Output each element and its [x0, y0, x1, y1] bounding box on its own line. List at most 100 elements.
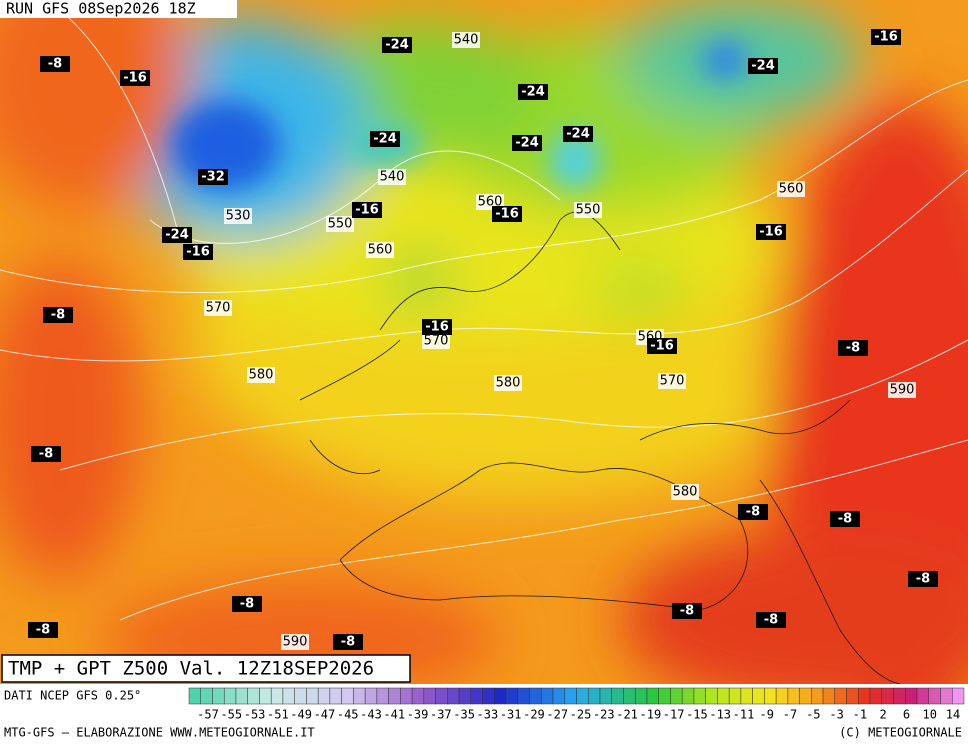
colorbar-swatch [599, 687, 612, 705]
temperature-label: -8 [764, 613, 778, 628]
temperature-box [352, 202, 382, 218]
footer-right: (C) METEOGIORNALE [839, 726, 962, 740]
colorbar: -57 -55 -53 -51 -49 -47 -45 -43 -41 -39 -37 -35 -33-… [188, 687, 965, 722]
temperature-box [748, 58, 778, 74]
colorbar-label: -21 [616, 708, 638, 722]
geopotential-label: 550 [576, 203, 601, 218]
colorbar-swatch [916, 687, 930, 705]
geopotential-label: 560 [779, 182, 804, 197]
colorbar-swatch [799, 687, 812, 705]
colorbar-swatch [764, 687, 777, 705]
colorbar-label: -1 [853, 708, 867, 722]
colorbar-label: -11 [733, 708, 755, 722]
colorbar-label: -7 [783, 708, 797, 722]
temperature-label: -8 [341, 635, 355, 650]
colorbar-swatch [223, 687, 237, 705]
geopotential-label: 560 [368, 243, 393, 258]
temperature-label: -8 [838, 512, 852, 527]
temperature-label: -8 [48, 57, 62, 72]
colorbar-swatch [341, 687, 354, 705]
temperature-box [28, 622, 58, 638]
colorbar-swatch [822, 687, 836, 705]
colorbar-swatch [670, 687, 683, 705]
colorbar-swatch [517, 687, 530, 705]
colorbar-label: -45 [337, 708, 359, 722]
colorbar-label: -29 [523, 708, 545, 722]
colorbar-swatch [200, 687, 213, 705]
geopotential-box [494, 375, 522, 391]
temperature-label: -24 [515, 136, 539, 151]
colorbar-swatch [728, 687, 742, 705]
footer-left: MTG-GFS — ELABORAZIONE WWW.METEOGIORNALE… [4, 726, 315, 740]
colorbar-swatch [811, 687, 824, 705]
colorbar-swatch [717, 687, 730, 705]
temperature-box [756, 612, 786, 628]
temperature-label: -8 [240, 597, 254, 612]
geopotential-label: 540 [454, 33, 479, 48]
geopotential-label: 540 [380, 170, 405, 185]
colorbar-label: -31 [500, 708, 522, 722]
colorbar-label: -53 [244, 708, 266, 722]
temperature-box [31, 446, 61, 462]
colorbar-label: -47 [314, 708, 336, 722]
colorbar-swatch [693, 687, 706, 705]
geopotential-box [452, 32, 480, 48]
colorbar-swatch [541, 687, 554, 705]
colorbar-swatch [634, 687, 648, 705]
colorbar-swatch [188, 687, 201, 705]
colorbar-swatch [940, 687, 953, 705]
geopotential-box [378, 169, 406, 185]
colorbar-swatch [928, 687, 941, 705]
colorbar-swatch [306, 687, 319, 705]
temperature-box [43, 307, 73, 323]
colorbar-label: -35 [453, 708, 475, 722]
geopotential-box [281, 634, 309, 650]
colorbar-swatch [705, 687, 718, 705]
colorbar-swatch [564, 687, 577, 705]
colorbar-swatch [893, 687, 906, 705]
colorbar-swatch [435, 687, 448, 705]
geopotential-box [671, 484, 699, 500]
colorbar-swatch [587, 687, 601, 705]
colorbar-label: -23 [593, 708, 615, 722]
temperature-label: -16 [650, 339, 674, 354]
temperature-box [871, 29, 901, 45]
temperature-box [40, 56, 70, 72]
temperature-label: -16 [874, 30, 898, 45]
colorbar-swatch [576, 687, 589, 705]
colorbar-label: 14 [946, 708, 960, 722]
colorbar-swatch [247, 687, 260, 705]
temperature-box [232, 596, 262, 612]
colorbar-swatch [869, 687, 883, 705]
geopotential-box [574, 202, 602, 218]
temperature-box [738, 504, 768, 520]
colorbar-swatch [482, 687, 495, 705]
colorbar-swatch [552, 687, 566, 705]
colorbar-label: -3 [829, 708, 843, 722]
temperature-label: -8 [51, 308, 65, 323]
colorbar-label: -17 [663, 708, 685, 722]
geopotential-box [224, 208, 252, 224]
colorbar-swatch [881, 687, 894, 705]
colorbar-swatch [646, 687, 659, 705]
geopotential-label: 580 [249, 368, 274, 383]
geopotential-box [422, 333, 450, 349]
geopotential-label: 570 [424, 334, 449, 349]
geopotential-box [326, 216, 354, 232]
colorbar-label: -5 [806, 708, 820, 722]
temperature-box [908, 571, 938, 587]
temperature-label: -24 [751, 59, 775, 74]
colorbar-label: -51 [267, 708, 289, 722]
geopotential-label: 530 [226, 209, 251, 224]
colorbar-swatch [353, 687, 366, 705]
colorbar-label: -15 [686, 708, 708, 722]
colorbar-swatch [376, 687, 389, 705]
geopotential-label: 590 [283, 635, 308, 650]
temperature-box [518, 84, 548, 100]
colorbar-swatch [752, 687, 765, 705]
colorbar-swatch [259, 687, 272, 705]
colorbar-label: -43 [360, 708, 382, 722]
colorbar-swatch [411, 687, 425, 705]
colorbar-swatch [952, 687, 965, 705]
geopotential-box [204, 300, 232, 316]
